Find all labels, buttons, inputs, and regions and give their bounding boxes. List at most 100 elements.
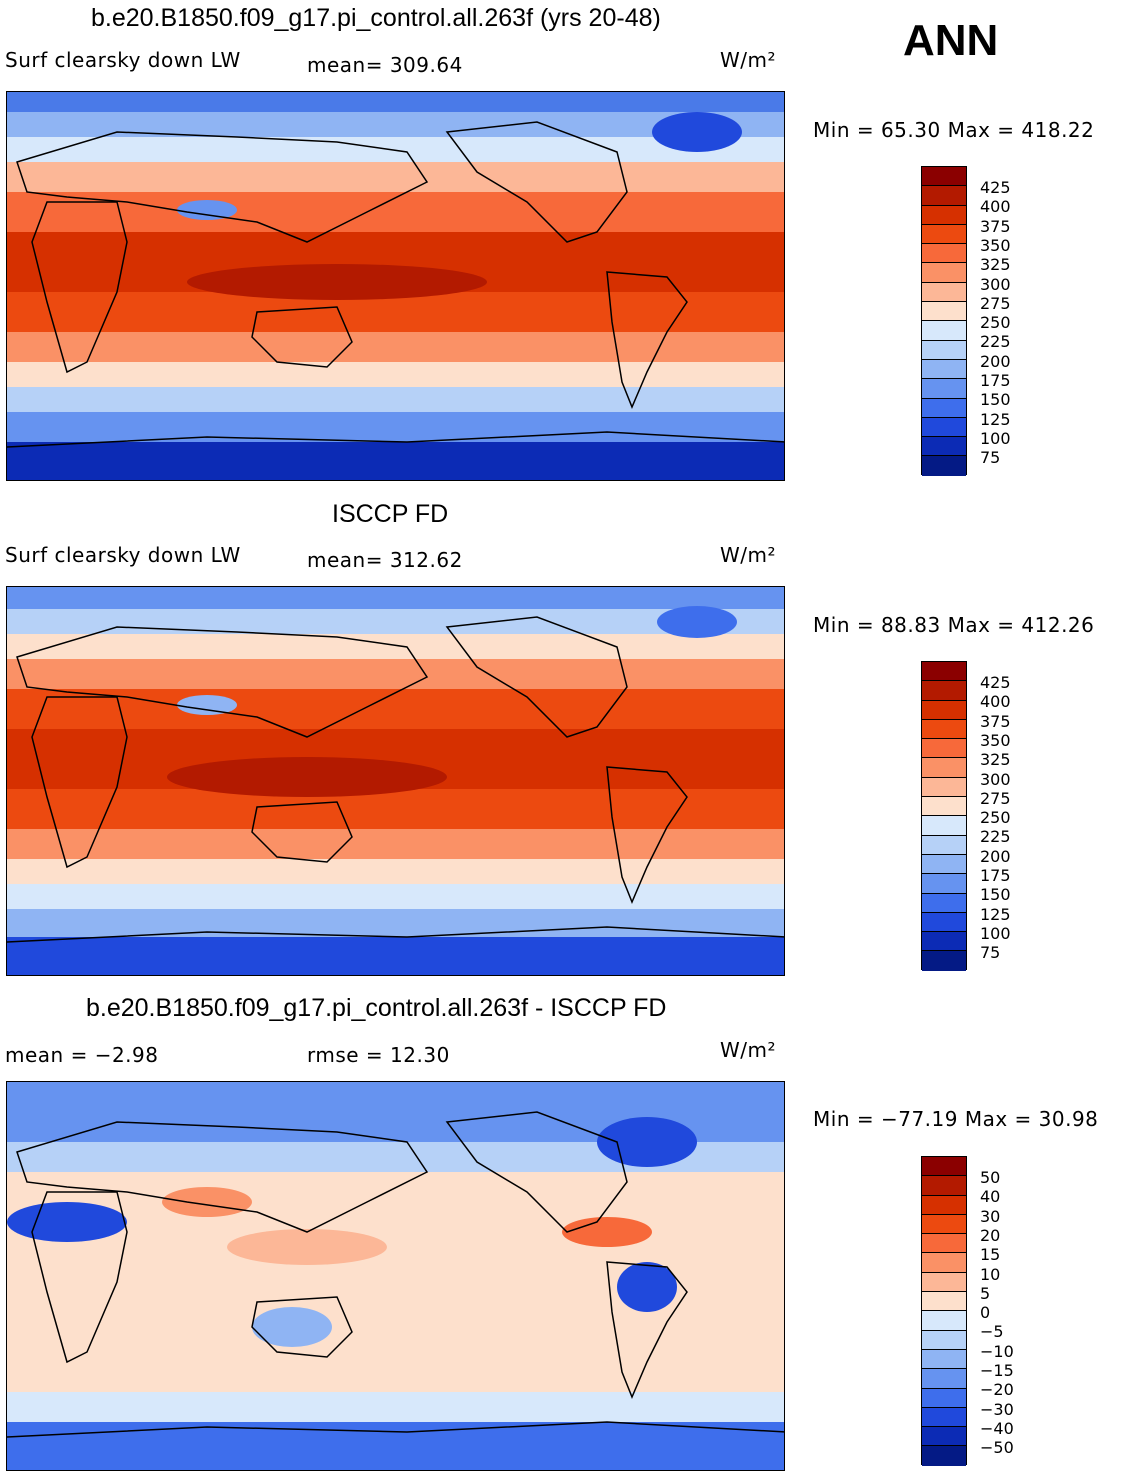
coastline-antarctica bbox=[7, 926, 784, 943]
map-australia-low bbox=[252, 1307, 332, 1347]
colorbar-tick-label: 350 bbox=[980, 235, 1011, 255]
colorbar bbox=[921, 1156, 967, 1466]
colorbar-box bbox=[922, 1407, 966, 1428]
colorbar-box bbox=[922, 854, 966, 875]
colorbar-box bbox=[922, 1214, 966, 1235]
coastline-australia bbox=[251, 306, 353, 368]
colorbar-tick-label: −10 bbox=[980, 1341, 1014, 1361]
panel-title: b.e20.B1850.f09_g17.pi_control.all.263f … bbox=[86, 994, 667, 1022]
map-band-southern-ocean bbox=[7, 412, 784, 442]
colorbar-box bbox=[922, 302, 966, 322]
map-band-arctic bbox=[7, 92, 784, 112]
colorbar-box bbox=[922, 1349, 966, 1370]
map-band-north-tropics bbox=[7, 192, 784, 232]
colorbar-tick-label: 200 bbox=[980, 846, 1011, 866]
map-band-south-mid bbox=[7, 362, 784, 387]
colorbar-box bbox=[922, 874, 966, 894]
coastline-north-america bbox=[445, 1111, 628, 1233]
mean-label: mean= 312.62 bbox=[307, 548, 463, 572]
map-andes-low bbox=[617, 1262, 677, 1312]
colorbar-tick-label: 100 bbox=[980, 428, 1011, 448]
colorbar-box bbox=[922, 1292, 966, 1312]
colorbar-tick-label: −15 bbox=[980, 1361, 1014, 1380]
colorbar-box bbox=[922, 1427, 966, 1447]
colorbar-tick-label: 75 bbox=[980, 943, 1001, 963]
map-band-antarctica bbox=[7, 1422, 784, 1470]
colorbar-tick-label: 425 bbox=[980, 178, 1011, 197]
colorbar-tick-label: 100 bbox=[980, 923, 1011, 943]
colorbar-tick-label: 20 bbox=[980, 1225, 1001, 1245]
map-band-south-high bbox=[7, 884, 784, 909]
coastline-south-america bbox=[606, 766, 688, 904]
colorbar-box bbox=[922, 932, 966, 952]
colorbar-tick-label: 225 bbox=[980, 827, 1011, 847]
colorbar-tick-label: 375 bbox=[980, 216, 1011, 236]
colorbar-tick-label: 30 bbox=[980, 1206, 1001, 1226]
colorbar-box bbox=[922, 456, 966, 476]
rmse-label: rmse = 12.30 bbox=[307, 1043, 450, 1067]
colorbar-tick-label: 325 bbox=[980, 750, 1011, 770]
map-tibet-low bbox=[177, 695, 237, 715]
colorbar-tick-label: 300 bbox=[980, 274, 1011, 294]
colorbar-tick-label: 325 bbox=[980, 255, 1011, 275]
map-west-pacific bbox=[227, 1229, 387, 1265]
colorbar-box bbox=[922, 1234, 966, 1254]
coastline-australia bbox=[251, 1296, 353, 1358]
colorbar-tick-label: 225 bbox=[980, 332, 1011, 352]
colorbar-tick-label: 250 bbox=[980, 313, 1011, 333]
panel-title: b.e20.B1850.f09_g17.pi_control.all.263f … bbox=[91, 4, 661, 32]
colorbar-tick-label: 5 bbox=[980, 1283, 991, 1303]
colorbar-tick-label: 275 bbox=[980, 293, 1011, 313]
map-plot bbox=[6, 586, 785, 976]
map-band-south-subtropics bbox=[7, 332, 784, 362]
colorbar-box bbox=[922, 167, 966, 187]
units-label: W/m² bbox=[720, 48, 777, 72]
colorbar-tick-label: 275 bbox=[980, 788, 1011, 808]
colorbar-box bbox=[922, 263, 966, 283]
colorbar-tick-label: 350 bbox=[980, 730, 1011, 750]
colorbar-box bbox=[922, 1388, 966, 1408]
units-label: W/m² bbox=[720, 1038, 777, 1062]
colorbar-box bbox=[922, 224, 966, 245]
coastline-eurasia bbox=[16, 131, 429, 243]
map-band-south-mid bbox=[7, 859, 784, 884]
map-band-antarctica bbox=[7, 442, 784, 480]
coastline-south-america bbox=[606, 271, 688, 409]
coastline-africa bbox=[31, 696, 128, 869]
map-band-southern-ocean bbox=[7, 1392, 784, 1422]
colorbar bbox=[921, 661, 967, 971]
map-band-north-subtropics bbox=[7, 659, 784, 689]
colorbar-box bbox=[922, 662, 966, 682]
colorbar-tick-label: 0 bbox=[980, 1303, 991, 1323]
min-max-label: Min = 88.83 Max = 412.26 bbox=[813, 613, 1095, 637]
coastline-south-america bbox=[606, 1261, 688, 1399]
colorbar-tick-label: 375 bbox=[980, 711, 1011, 731]
colorbar-tick-label: 150 bbox=[980, 885, 1011, 905]
colorbar-tick-label: 200 bbox=[980, 351, 1011, 371]
colorbar-box bbox=[922, 359, 966, 380]
map-band-subarctic bbox=[7, 609, 784, 634]
map-band-north-tropics bbox=[7, 689, 784, 729]
min-max-label: Min = −77.19 Max = 30.98 bbox=[813, 1107, 1099, 1131]
mean-label: mean= 309.64 bbox=[307, 53, 463, 77]
map-band-south-high bbox=[7, 387, 784, 412]
colorbar-box bbox=[922, 777, 966, 798]
colorbar-tick-label: 400 bbox=[980, 692, 1011, 712]
colorbar-box bbox=[922, 1369, 966, 1389]
colorbar bbox=[921, 166, 967, 476]
colorbar-box bbox=[922, 417, 966, 438]
map-band-arctic bbox=[7, 587, 784, 609]
mean-label: mean = −2.98 bbox=[5, 1043, 159, 1067]
coastline-north-america bbox=[445, 121, 628, 243]
colorbar-tick-label: 125 bbox=[980, 904, 1011, 924]
panel-title: ISCCP FD bbox=[332, 500, 449, 528]
map-plot bbox=[6, 91, 785, 481]
colorbar-box bbox=[922, 1311, 966, 1331]
map-plot bbox=[6, 1081, 785, 1471]
colorbar-tick-label: 250 bbox=[980, 808, 1011, 828]
season-label: ANN bbox=[903, 16, 999, 65]
colorbar-tick-label: 300 bbox=[980, 769, 1011, 789]
colorbar-box bbox=[922, 321, 966, 341]
colorbar-tick-label: −30 bbox=[980, 1399, 1014, 1419]
colorbar-box bbox=[922, 797, 966, 817]
